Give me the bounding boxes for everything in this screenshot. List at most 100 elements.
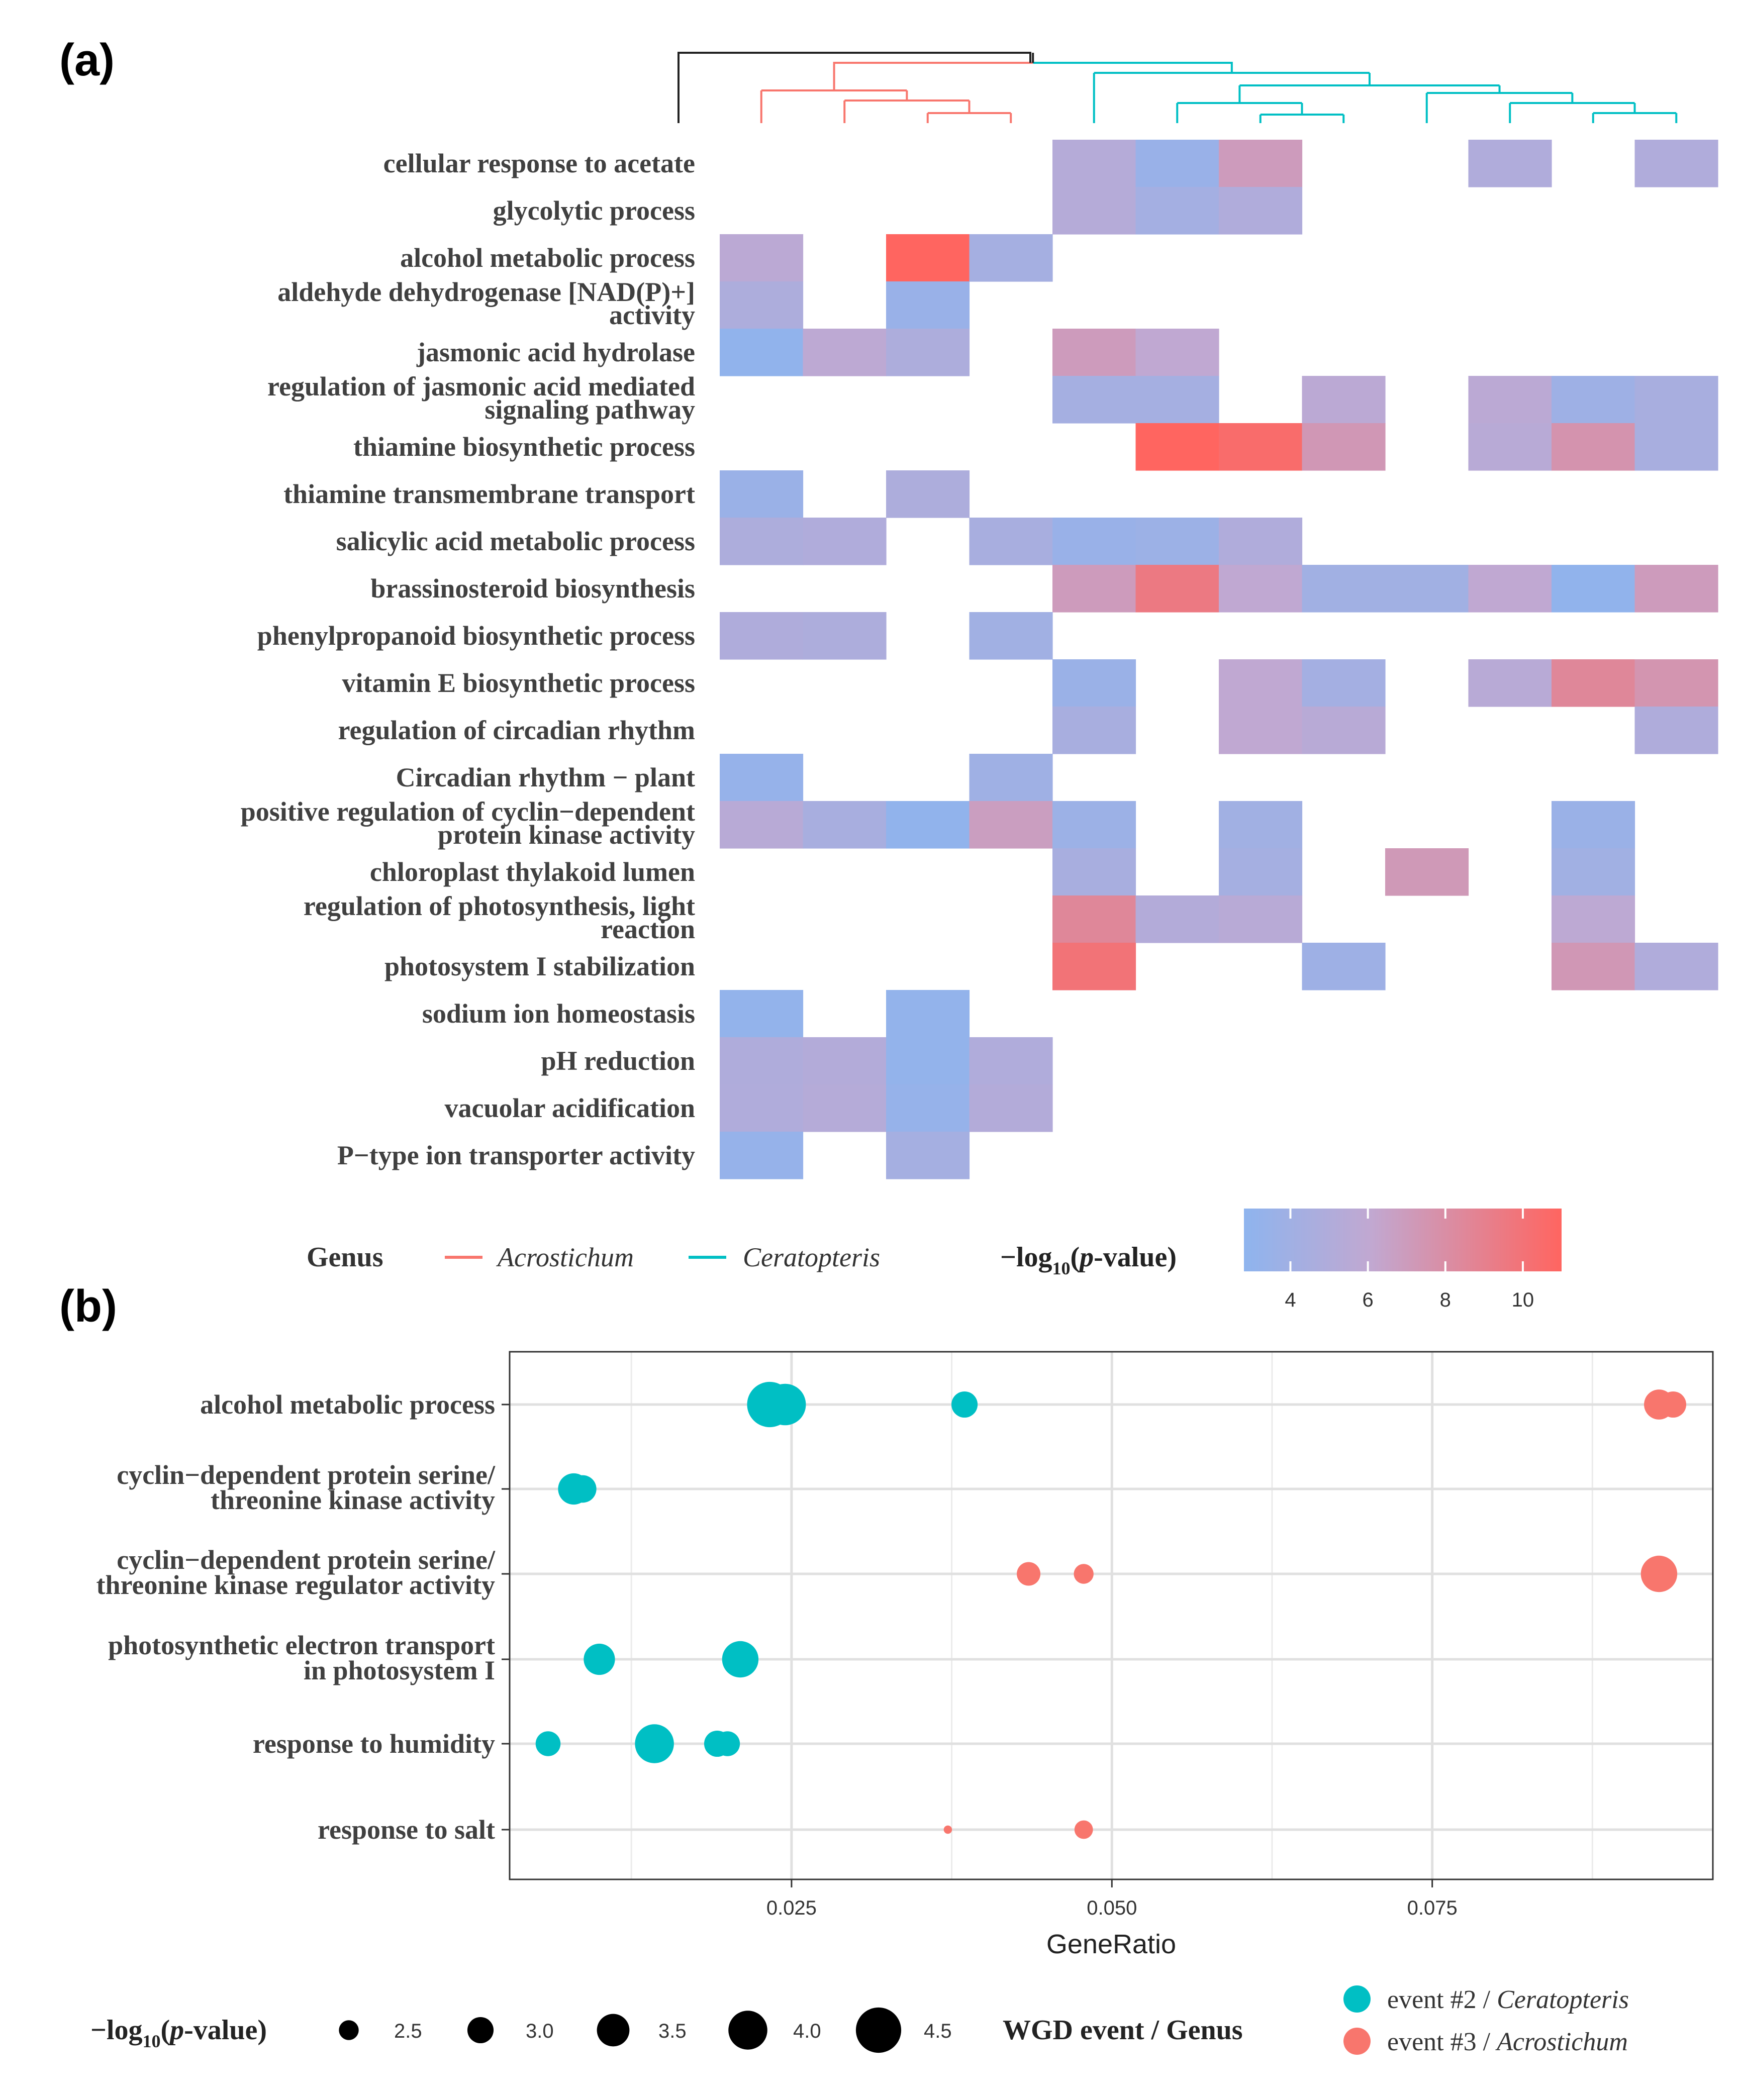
panel-b-label: (b) <box>59 1281 117 1332</box>
heat-cell <box>1052 895 1136 943</box>
pvalue-legend-title-p: p <box>1078 1242 1094 1273</box>
heat-row-label: vacuolar acidification <box>445 1093 695 1123</box>
dot-point <box>722 1641 759 1678</box>
heat-cell <box>1468 140 1552 187</box>
pvalue-colorbar-ticks: 4 6 8 10 <box>1285 1209 1534 1311</box>
size-legend-label: 3.0 <box>526 2020 554 2042</box>
heat-cell <box>969 518 1053 565</box>
size-legend-title-p: p <box>168 2015 184 2046</box>
heat-cell <box>1552 565 1635 613</box>
heat-cell <box>1135 140 1219 187</box>
heat-row-label: chloroplast thylakoid lumen <box>370 857 695 887</box>
heat-cell <box>803 1084 887 1132</box>
dotplot-grid <box>510 1352 1713 1879</box>
color-legend-label: event #2 / Ceratopteris <box>1387 1985 1629 2014</box>
heat-cell <box>1219 565 1303 613</box>
heat-cell <box>720 990 804 1038</box>
heat-row-label: P−type ion transporter activity <box>337 1140 695 1170</box>
column-dendrogram <box>678 52 1678 123</box>
size-legend-label: 2.5 <box>394 2020 422 2042</box>
dendrogram-root <box>678 52 1031 123</box>
heat-cell <box>1052 565 1136 613</box>
size-legend-dot <box>597 2014 630 2047</box>
colorbar-tick-label: 10 <box>1512 1289 1534 1311</box>
heat-row-label: sodium ion homeostasis <box>422 998 695 1029</box>
heat-cell <box>1634 423 1718 471</box>
size-legend-title-pre: −log <box>90 2015 142 2046</box>
dotplot-points <box>535 1381 1687 1839</box>
heat-cell <box>803 518 887 565</box>
dendrogram-branch <box>1033 62 1233 73</box>
heat-cell <box>1219 801 1303 849</box>
heat-row-label: jasmonic acid hydrolase <box>416 337 695 367</box>
size-legend: 2.5 3.0 3.5 4.0 4.5 <box>339 2007 952 2053</box>
colorbar-tick-label: 6 <box>1363 1289 1374 1311</box>
heat-cell <box>969 612 1053 660</box>
size-legend-title-open: ( <box>160 2015 170 2046</box>
dot-point <box>1640 1555 1678 1592</box>
heat-row-label: photosystem I stabilization <box>384 951 695 981</box>
heat-cell <box>1219 707 1303 754</box>
heat-cell <box>1552 423 1635 471</box>
heat-cell <box>969 1084 1053 1132</box>
heat-cell <box>1052 848 1136 896</box>
heat-cell <box>1302 707 1386 754</box>
heat-cell <box>1052 140 1136 187</box>
heat-cell <box>1135 329 1219 376</box>
dotplot-x-ticks: 0.025 0.050 0.075 <box>766 1879 1458 1919</box>
heat-cell <box>1219 423 1303 471</box>
heat-cell <box>1302 659 1386 707</box>
heat-cell <box>803 1037 887 1085</box>
acrostichum-legend-label: Acrostichum <box>496 1242 634 1272</box>
dot-point <box>635 1724 674 1763</box>
heat-row-label: regulation of photosynthesis, light react… <box>304 891 695 944</box>
dot-row-label: cyclin−dependent protein serine/threonin… <box>117 1460 496 1515</box>
heat-cell <box>886 1037 970 1085</box>
dot-row-label: cyclin−dependent protein serine/threonin… <box>96 1545 496 1600</box>
heat-cell <box>886 1084 970 1132</box>
heat-row-label: alcohol metabolic process <box>400 243 695 273</box>
pvalue-legend-title-open: ( <box>1070 1242 1080 1273</box>
heat-cell <box>1302 423 1386 471</box>
heat-cell <box>1385 848 1469 896</box>
size-legend-title: −log10(p-value) <box>90 2015 267 2051</box>
heat-cell <box>969 754 1053 802</box>
heat-cell <box>803 801 887 849</box>
heat-cell <box>969 234 1053 282</box>
dot-point <box>569 1475 597 1503</box>
heat-cell <box>886 1132 970 1179</box>
size-legend-title-sub: 10 <box>142 2031 160 2051</box>
heat-cell <box>1468 565 1552 613</box>
heat-cell <box>1219 848 1303 896</box>
heat-row-label: vitamin E biosynthetic process <box>342 668 695 698</box>
heat-row-label: regulation of jasmonic acid mediated sign… <box>267 371 695 425</box>
dot-point <box>764 1383 806 1426</box>
dot-point <box>1074 1564 1094 1584</box>
heat-cell <box>720 754 804 802</box>
heat-cell <box>886 281 970 329</box>
color-legend-dot <box>1343 1985 1371 2013</box>
heat-cell <box>886 990 970 1038</box>
heat-cell <box>1552 943 1635 990</box>
size-legend-label: 4.5 <box>924 2020 952 2042</box>
heatmap-row-labels: cellular response to acetate glycolytic p… <box>241 148 695 1170</box>
dot-point <box>951 1391 978 1418</box>
pvalue-legend-title-sub: 10 <box>1052 1258 1070 1278</box>
genus-legend-ceratopteris: Ceratopteris <box>689 1242 880 1272</box>
dot-point <box>943 1825 952 1834</box>
heat-cell <box>1302 565 1386 613</box>
heat-cell <box>720 612 804 660</box>
x-tick-label: 0.025 <box>766 1897 817 1919</box>
heat-cell <box>720 1084 804 1132</box>
x-axis-title: GeneRatio <box>1046 1929 1176 1959</box>
heat-cell <box>1468 376 1552 424</box>
heat-cell <box>1052 518 1136 565</box>
heat-cell <box>886 801 970 849</box>
heat-cell <box>969 801 1053 849</box>
heat-cell <box>1385 565 1469 613</box>
dot-row-label: response to humidity <box>253 1729 495 1759</box>
heat-cell <box>1552 376 1635 424</box>
heat-cell <box>1052 659 1136 707</box>
size-legend-label: 3.5 <box>658 2020 687 2042</box>
